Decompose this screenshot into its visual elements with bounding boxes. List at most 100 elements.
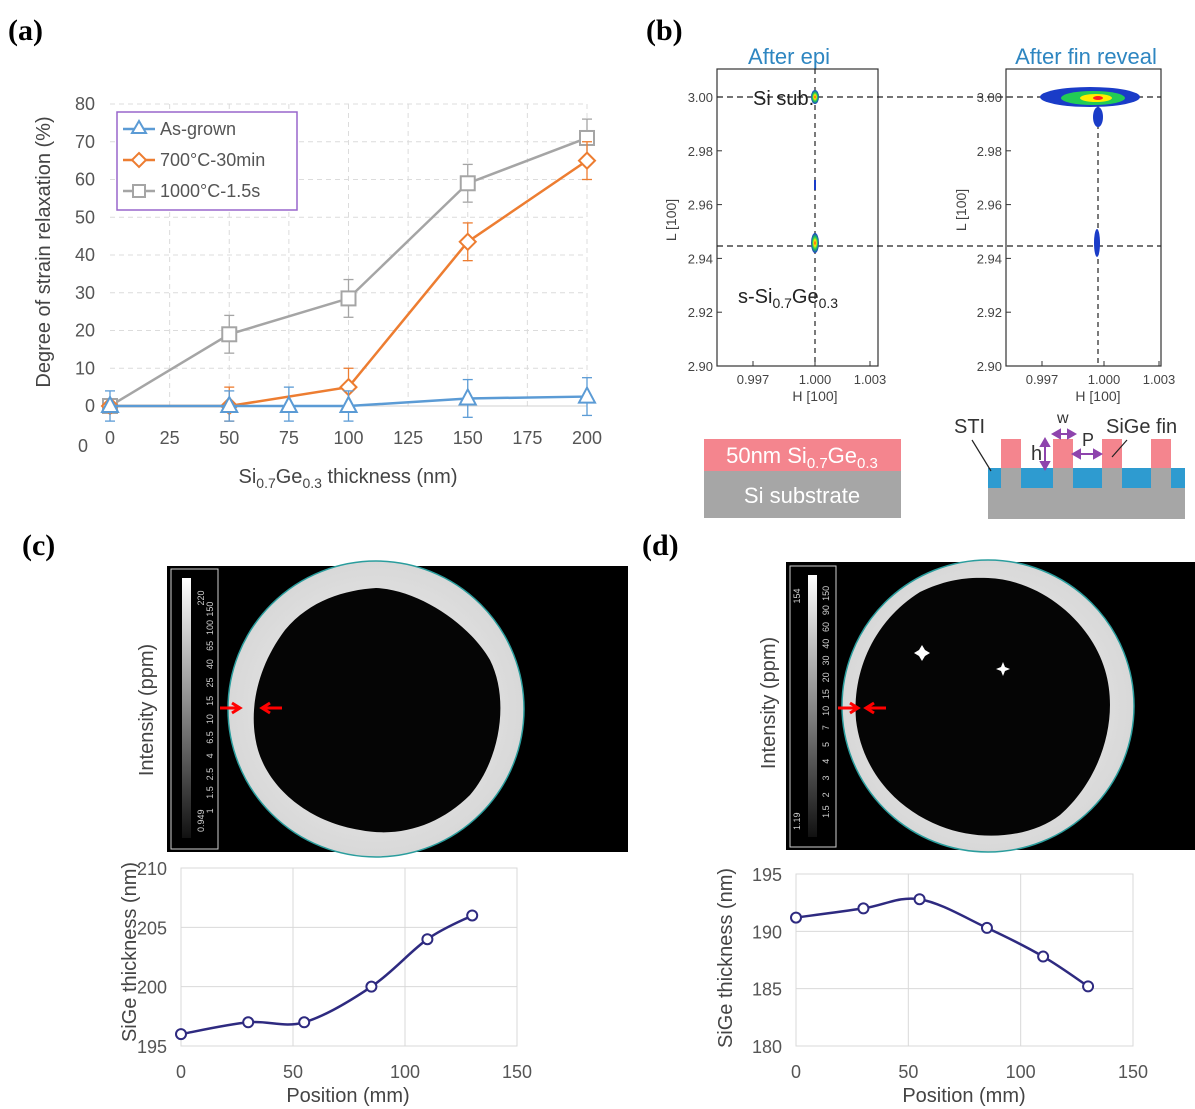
ytick-label: 200 [137,978,167,998]
scalebar-tick-label: 15 [821,689,831,699]
chart-a-xtick: 200 [572,428,602,448]
rsm-left-xlabel: H [100] [792,388,837,404]
panel-label-a: (a) [8,14,43,47]
plot-area [180,867,518,1047]
red-arrow-d-outer [838,701,861,715]
rsm-ytick-label: 2.90 [688,359,713,374]
chart-b: After epi After fin reveal 3.00 2.98 2.96 2… [663,44,1185,519]
data-point-triangle [338,394,359,413]
rsm-right-frame [1005,68,1162,367]
data-point-triangle [279,394,299,413]
scalebar-tick-label: 30 [821,656,831,666]
legend-label-700c: 700°C-30min [160,150,265,170]
chart-d: 150 90 60 40 30 20 15 10 7 5 4 3 2 1.5 154 1.19 Inten… [715,559,1195,1107]
rsm-ytick-label: 2.96 [688,198,713,213]
scalebar-tick-label: 1.5 [821,805,831,818]
scalebar-tick-label: 150 [205,602,215,617]
scalebar-tick-label: 4 [205,753,215,758]
chart-c-grid [180,867,518,1047]
data-point [298,1016,311,1029]
rsm-ytick-label: 2.90 [977,359,1002,374]
scalebar-tick-label: 2 [821,792,831,797]
chart-d-ylabel: SiGe thickness (nm) [715,868,737,1048]
chart-c: 150 100 65 40 25 15 10 6.5 4 2.5 1.5 1 220 0.949 In… [119,560,628,1107]
data-point-triangle [219,394,239,413]
rsm-ytick-label: 2.94 [688,251,713,266]
legend-label-as-grown: As-grown [160,119,236,139]
rsm-left-ylabel: L [100] [663,199,679,241]
fin-substrate [988,488,1185,519]
subplot-title-after-epi: After epi [748,44,830,69]
chart-a-xtick: 100 [333,428,363,448]
rsm-xtick-label: 1.003 [854,372,887,387]
scalebar-tick-label: 90 [821,605,831,615]
rsm-ytick-label: 3.00 [688,90,713,105]
data-point [1037,950,1050,963]
chart-a-ytick: 20 [75,321,95,341]
data-point [175,1028,187,1041]
panel-label-b: (b) [646,14,683,47]
series-line [795,897,1089,988]
data-point-triangle [577,385,597,404]
rsm-xtick-label: 0.997 [737,372,770,387]
data-point [421,933,434,946]
data-point [790,911,802,924]
legend-marker-diamond [130,151,148,169]
scalebar-d-min: 1.19 [792,812,802,830]
scalebar-d-gradient [808,575,817,837]
chart-a-xtick: 175 [512,428,542,448]
chart-d-xlabel: Position (mm) [902,1085,1025,1107]
chart-c-xlabel: Position (mm) [286,1085,409,1107]
xtick-label: 50 [898,1062,918,1082]
data-point [466,909,479,922]
scalebar-tick-label: 6.5 [205,731,215,744]
chart-a-xtick: 50 [219,428,239,448]
data-point-triangle [100,394,120,413]
wafer-d-ylabel: Intensity (ppm) [758,637,780,769]
fin-label-p: P [1082,430,1094,450]
rsm-ytick-label: 2.98 [977,144,1002,159]
wafer-c-ylabel: Intensity (ppm) [136,644,158,776]
scalebar-tick-label: 20 [821,672,831,682]
fin-label-sige-fin: SiGe fin [1106,416,1177,438]
scalebar-tick-label: 100 [205,620,215,635]
xtick-label: 150 [1118,1062,1148,1082]
red-arrow-c-outer [220,701,243,715]
scalebar-tick-label: 150 [821,586,831,601]
schematic-substrate-label: Si substrate [744,483,860,508]
chart-d-grid [795,873,1134,1047]
series-line [180,914,473,1036]
data-point [242,1016,255,1029]
peak-tail-right [1093,107,1103,127]
chart-b-ticks: 3.002.982.962.942.922.900.997 1.000 1.0033… [688,90,1176,404]
data-point-square [340,290,357,307]
scalebar-tick-label: 40 [205,659,215,669]
scalebar-tick-label: 15 [205,696,215,706]
rsm-xtick-label: 1.000 [799,372,832,387]
peak-si-sub-right-core [1093,96,1103,100]
chart-c-ylabel: SiGe thickness (nm) [119,862,141,1042]
chart-a-ticks: 0 10 20 30 40 50 60 70 80 0 25 50 75 100 125 150 175 200 0 [75,94,602,456]
chart-a-ytick: 60 [75,170,95,190]
ytick-label: 195 [752,865,782,885]
red-arrow-d-inner [863,701,886,715]
chart-c-ticks: 195 200 205 210 0 50 100 150 [137,859,532,1082]
rsm-ytick-label: 2.96 [977,198,1002,213]
rsm-ytick-label: 2.94 [977,251,1002,266]
schematic-sige-layer [704,439,901,471]
peak-sige-left [811,233,819,253]
rsm-xtick-label: 1.003 [1143,372,1176,387]
schematic-sige-label: 50nm Si0.7Ge0.3 [726,443,878,472]
chart-a-ytick: 50 [75,207,95,227]
wafer-c-defect-region [253,588,501,833]
chart-a-ytick: 80 [75,94,95,114]
legend-marker-triangle [130,119,148,134]
scalebar-tick-label: 40 [821,639,831,649]
fin-dimension-arrows [1039,428,1104,472]
chart-a-xtick: 0 [105,428,115,448]
data-point-diamond [577,151,597,171]
scalebar-tick-label: 10 [821,706,831,716]
scalebar-tick-label: 3 [821,776,831,781]
data-point-square [459,175,476,192]
